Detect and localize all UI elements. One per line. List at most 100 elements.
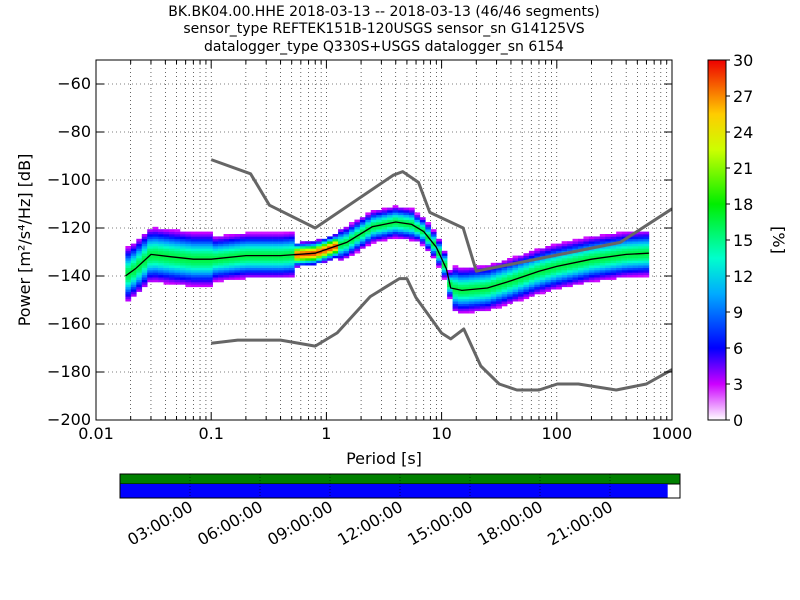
heatmap-cell [556,286,562,290]
heatmap-cell [583,246,590,249]
heatmap-cell [338,255,344,259]
heatmap-cell [441,255,448,259]
heatmap-cell [354,222,361,225]
heatmap-cell [223,267,230,271]
heatmap-cell [556,282,562,285]
heatmap-cell [583,258,590,261]
heatmap-cell [174,270,181,273]
heatmap-cell [212,248,219,252]
heatmap-cell [174,272,181,276]
heatmap-cell [496,277,502,280]
heatmap-cell [572,279,579,283]
heatmap-cell [534,253,541,256]
heatmap-cell [605,277,612,280]
heatmap-cell [256,253,263,256]
heatmap-cell [321,243,328,247]
heatmap-cell [245,248,252,252]
heatmap-cell [572,255,579,259]
heatmap-cell [196,262,203,266]
heatmap-cell [512,291,519,295]
heatmap-cell [272,234,279,237]
heatmap-cell [152,234,159,237]
heatmap-cell [408,217,415,220]
heatmap-cell [316,246,323,249]
heatmap-cell [299,243,306,247]
heatmap-cell [158,267,164,271]
heatmap-cell [599,255,606,259]
heatmap-cell [419,243,426,247]
heatmap-cell [174,248,181,252]
heatmap-cell [561,246,568,249]
heatmap-cell [152,279,159,283]
heatmap-cell [490,303,497,307]
heatmap-cell [605,234,612,237]
heatmap-cell [196,265,203,268]
heatmap-cell [207,234,213,237]
heatmap-cell [425,243,432,247]
heatmap-cell [643,265,650,268]
heatmap-cell [436,255,442,259]
heatmap-cell [419,224,426,228]
heatmap-cell [468,301,475,304]
heatmap-cell [528,289,535,292]
heatmap-cell [447,286,453,290]
heatmap-cell [599,277,606,280]
heatmap-cell [201,284,208,288]
heatmap-cell [583,238,590,242]
heatmap-cell [458,267,464,271]
heatmap-cell [332,238,339,242]
heatmap-cell [479,301,486,304]
heatmap-cell [218,279,224,283]
heatmap-cell [616,238,622,242]
heatmap-cell [398,236,404,240]
heatmap-cell [234,253,241,256]
heatmap-cell [468,291,475,295]
heatmap-cell [250,236,257,240]
heatmap-cell [637,238,644,242]
heatmap-cell [616,253,622,256]
heatmap-cell [539,272,546,276]
heatmap-cell [250,238,257,242]
heatmap-cell [223,238,230,242]
heatmap-cell [234,270,241,273]
heatmap-cell [577,265,584,268]
heatmap-cell [174,236,181,240]
heatmap-cell [278,231,284,235]
heatmap-cell [458,270,464,273]
heatmap-cell [179,277,186,280]
heatmap-cell [190,279,197,283]
heatmap-cell [474,298,481,302]
heatmap-cell [141,279,148,283]
heatmap-cell [136,255,143,259]
heatmap-cell [468,272,475,276]
heatmap-cell [485,284,492,288]
heatmap-cell [637,246,644,249]
heatmap-cell [223,248,230,252]
heatmap-cell [272,260,279,264]
heatmap-cell [169,274,175,278]
heatmap-cell [627,260,633,264]
heatmap-cell [518,270,524,273]
heatmap-cell [267,248,273,252]
heatmap-cell [365,212,372,216]
heatmap-cell [583,250,590,254]
heatmap-cell [408,214,415,218]
heatmap-cell [545,282,552,285]
heatmap-cell [207,282,213,285]
heatmap-cell [283,250,290,254]
heatmap-cell [583,279,590,283]
heatmap-cell [474,296,481,300]
heatmap-cell [152,243,159,247]
heatmap-cell [479,303,486,307]
heatmap-cell [479,308,486,312]
heatmap-cell [321,241,328,244]
heatmap-cell [147,255,153,259]
heatmap-cell [577,274,584,278]
heatmap-cell [392,217,399,220]
heatmap-cell [158,270,164,273]
heatmap-cell [179,241,186,244]
x-tick-label: 100 [542,424,573,443]
heatmap-cell [158,236,164,240]
heatmap-cell [239,274,246,278]
heatmap-cell [239,243,246,247]
